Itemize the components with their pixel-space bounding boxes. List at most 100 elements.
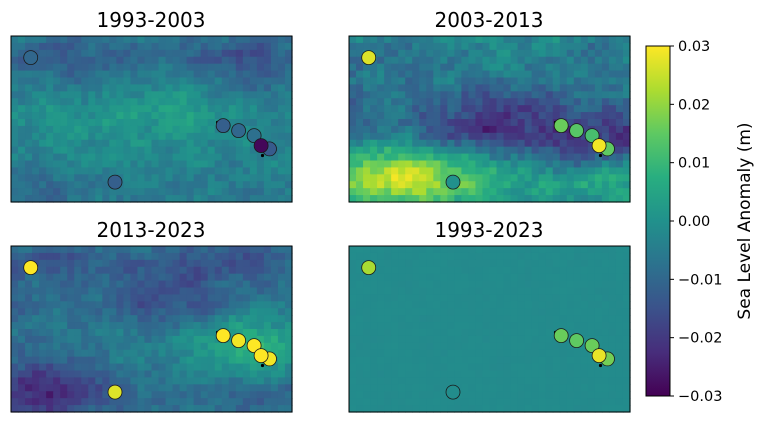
heatmap-cell: [447, 335, 455, 344]
heatmap-cell: [440, 398, 448, 406]
heatmap-cell: [587, 287, 596, 296]
heatmap-cell: [235, 167, 244, 175]
heatmap-cell: [433, 139, 441, 148]
heatmap-cell: [447, 342, 455, 351]
heatmap-cell: [601, 370, 610, 379]
heatmap-cell: [510, 273, 519, 282]
heatmap-cell: [46, 294, 54, 302]
heatmap-cell: [284, 153, 293, 162]
heatmap-cell: [193, 308, 202, 316]
heatmap-cell: [137, 91, 146, 99]
heatmap-cell: [186, 63, 195, 72]
station-markers: [23, 260, 277, 400]
heatmap-cell: [503, 252, 512, 261]
heatmap-cell: [186, 259, 195, 268]
heatmap-cell: [242, 315, 251, 323]
heatmap-cell: [53, 246, 61, 254]
heatmap-cell: [594, 42, 603, 51]
heatmap-cell: [32, 329, 40, 337]
heatmap-cell: [235, 363, 244, 372]
heatmap-cell: [363, 377, 371, 385]
heatmap-cell: [137, 112, 146, 120]
heatmap-cell: [426, 322, 434, 330]
heatmap-cell: [538, 370, 547, 379]
heatmap-cell: [587, 349, 596, 358]
heatmap-cell: [242, 195, 251, 203]
heatmap-cell: [503, 398, 512, 406]
heatmap-cell: [137, 139, 146, 148]
heatmap-cell: [496, 146, 505, 155]
heatmap-cell: [608, 294, 617, 302]
heatmap-cell: [165, 63, 174, 72]
heatmap-cell: [39, 112, 47, 120]
heatmap-cell: [88, 36, 96, 44]
heatmap-cell: [538, 384, 547, 392]
heatmap-cell: [482, 119, 491, 127]
heatmap-cell: [60, 259, 68, 268]
heatmap-cell: [235, 91, 244, 99]
heatmap-cell: [398, 125, 406, 134]
heatmap-cell: [468, 132, 477, 141]
heatmap-cell: [151, 259, 160, 268]
heatmap-cell: [130, 132, 139, 141]
heatmap-cell: [363, 329, 371, 337]
heatmap-cell: [419, 315, 427, 323]
heatmap-cell: [545, 70, 554, 79]
heatmap-cell: [475, 370, 484, 379]
heatmap-cell: [531, 63, 540, 72]
heatmap-cell: [200, 405, 209, 413]
heatmap-cell: [594, 91, 603, 99]
heatmap-cell: [349, 84, 357, 92]
heatmap-cell: [53, 266, 61, 275]
heatmap-cell: [405, 322, 413, 330]
heatmap-cell: [461, 405, 470, 413]
heatmap-cell: [475, 322, 484, 330]
heatmap-cell: [214, 370, 223, 379]
heatmap-cell: [475, 377, 484, 385]
heatmap-cell: [242, 91, 251, 99]
heatmap-cell: [531, 139, 540, 148]
heatmap-cell: [284, 287, 293, 296]
heatmap-cell: [461, 181, 470, 189]
heatmap-cell: [391, 349, 399, 358]
heatmap-cell: [503, 377, 512, 385]
heatmap-cell: [454, 315, 463, 323]
heatmap-cell: [545, 84, 554, 92]
heatmap-cell: [587, 322, 596, 330]
heatmap-cell: [172, 49, 181, 58]
heatmap-cell: [580, 349, 589, 358]
heatmap-cell: [172, 335, 181, 344]
heatmap-cell: [95, 342, 103, 351]
heatmap-cell: [370, 398, 378, 406]
heatmap-cell: [510, 119, 519, 127]
heatmap-cell: [144, 266, 153, 275]
heatmap-cell: [587, 42, 596, 51]
heatmap-cell: [214, 377, 223, 385]
heatmap-cell: [53, 315, 61, 323]
heatmap-cell: [179, 308, 188, 316]
heatmap-cell: [277, 273, 286, 282]
heatmap-cell: [158, 112, 167, 120]
heatmap-cell: [398, 259, 406, 268]
heatmap-cell: [270, 398, 279, 406]
heatmap-cell: [193, 119, 202, 127]
heatmap-cell: [566, 266, 575, 275]
heatmap-cell: [137, 405, 146, 413]
heatmap-cell: [263, 294, 272, 302]
heatmap-cell: [433, 188, 441, 196]
heatmap-cell: [67, 49, 75, 58]
heatmap-cell: [81, 273, 89, 282]
heatmap-cell: [46, 363, 54, 372]
heatmap-cell: [622, 384, 631, 392]
heatmap-cell: [137, 377, 146, 385]
heatmap-cell: [573, 315, 582, 323]
heatmap-cell: [391, 36, 399, 44]
heatmap-cell: [559, 246, 568, 254]
heatmap-cell: [608, 167, 617, 175]
heatmap-cell: [580, 153, 589, 162]
heatmap-cell: [284, 329, 293, 337]
heatmap-cell: [419, 398, 427, 406]
heatmap-cell: [179, 139, 188, 148]
heatmap-cell: [277, 370, 286, 379]
heatmap-cell: [186, 167, 195, 175]
